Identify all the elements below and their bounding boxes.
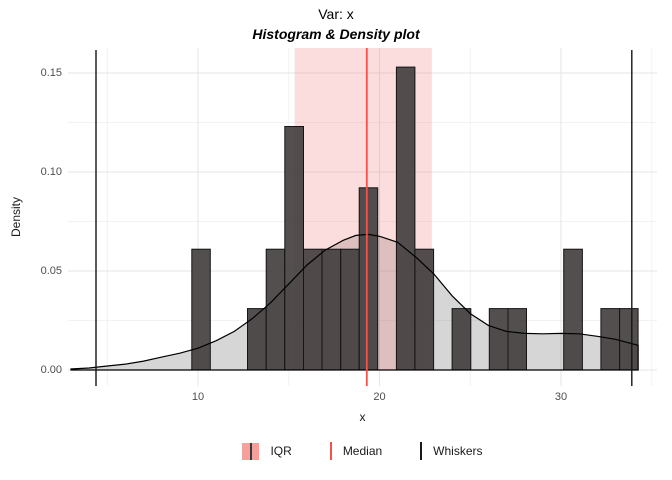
histogram-bar	[414, 248, 435, 371]
density-curve	[70, 233, 639, 371]
y-tick-label: 0.15	[40, 67, 62, 79]
legend-item-whiskers: Whiskers	[420, 442, 483, 460]
histogram-bar	[507, 308, 527, 371]
histogram-bar	[303, 248, 323, 371]
x-tick-label: 30	[554, 391, 568, 403]
legend-label-iqr: IQR	[270, 444, 292, 458]
legend-label-whiskers: Whiskers	[433, 444, 483, 458]
iqr-swatch-icon	[242, 442, 260, 460]
legend-item-iqr: IQR	[242, 442, 292, 460]
histogram-bar	[488, 308, 509, 371]
histogram-bar	[284, 126, 305, 371]
y-tick-label: 0.00	[40, 364, 62, 376]
chart-title: Var: x	[318, 6, 354, 22]
histogram-bar	[563, 248, 583, 371]
median-line-icon	[329, 442, 332, 460]
histogram-bar	[265, 248, 286, 371]
y-tick-label: 0.05	[40, 265, 62, 277]
histogram-bar	[358, 187, 379, 371]
histogram-bar	[321, 248, 342, 371]
histogram-bar	[340, 248, 360, 371]
iqr-swatch-line-icon	[250, 442, 253, 460]
x-tick-label: 20	[373, 391, 386, 403]
x-axis-title: x	[359, 410, 366, 424]
y-tick-label: 0.10	[40, 166, 62, 178]
plot-panel	[68, 48, 657, 386]
x-tick-label: 10	[191, 391, 205, 403]
histogram-bar	[395, 66, 416, 371]
chart-subtitle: Histogram & Density plot	[252, 26, 420, 42]
histogram-bar	[619, 308, 639, 371]
whisker-line-icon	[420, 442, 423, 460]
histogram-bar	[191, 248, 211, 371]
legend-item-median: Median	[329, 442, 383, 460]
histogram-bar	[451, 308, 472, 371]
legend-label-median: Median	[342, 444, 383, 458]
histogram-bar	[247, 308, 267, 371]
y-axis-title: Density	[9, 196, 23, 238]
legend: IQR Median Whiskers	[68, 440, 657, 462]
